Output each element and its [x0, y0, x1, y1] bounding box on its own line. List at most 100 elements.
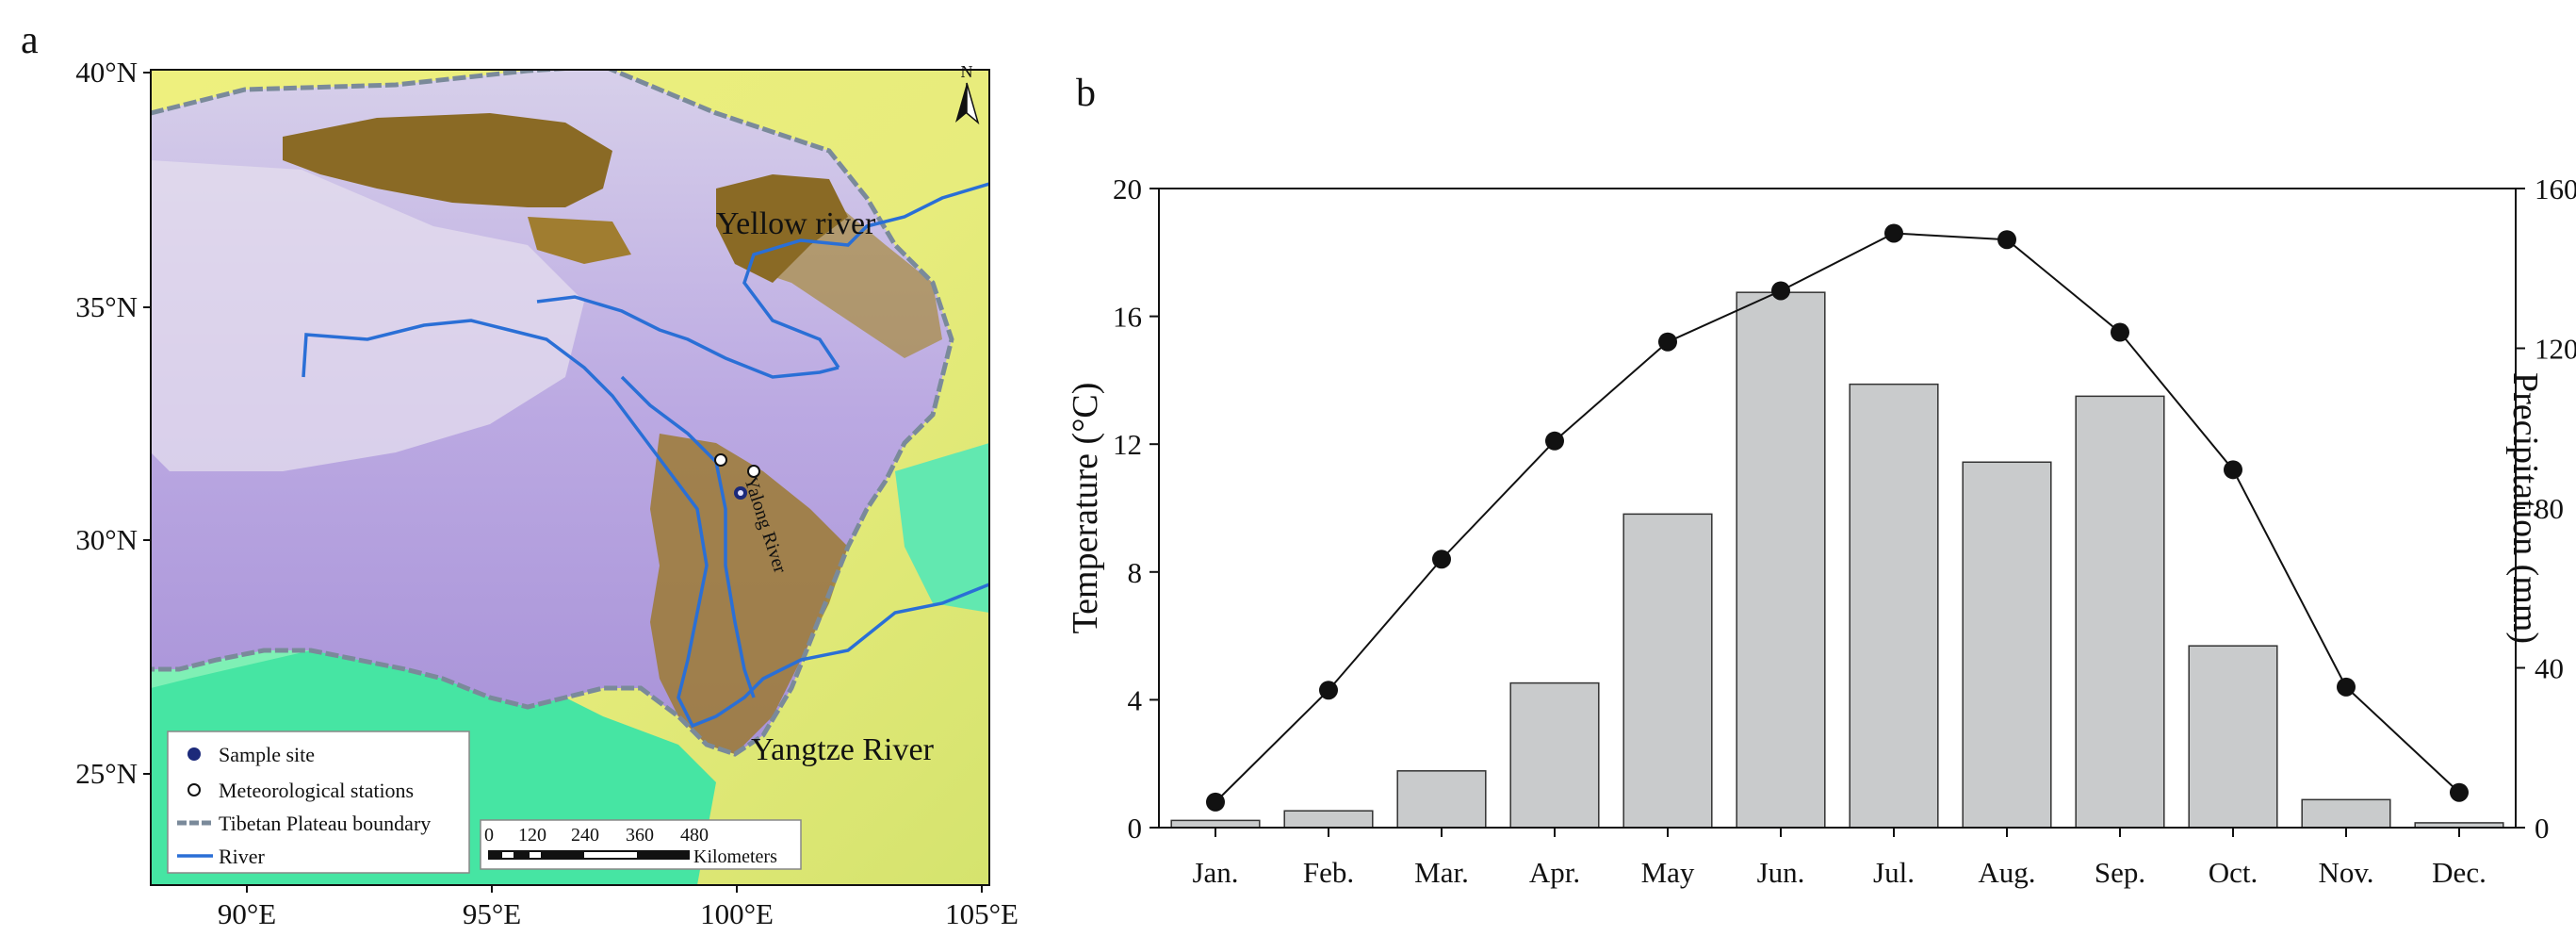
x-tick-label: Jul.: [1873, 856, 1915, 889]
y-right-tick-label: 80: [2535, 492, 2564, 525]
lat-label-35: 35°N: [75, 290, 138, 323]
north-arrow-icon: N: [955, 62, 980, 125]
precip-bar-jan: [1170, 819, 1261, 829]
desert-basin-west: [528, 217, 631, 264]
panel-b-letter: b: [1076, 72, 1096, 115]
x-tick-label: Jan.: [1192, 856, 1238, 889]
temp-point-nov: [2337, 677, 2356, 697]
legend-stations: Meteorological stations: [187, 779, 414, 802]
temp-point-feb: [1319, 681, 1338, 700]
map-legend: Sample site Meteorological stations Tibe…: [167, 731, 470, 874]
temp-point-oct: [2224, 460, 2242, 480]
panel-a-map: a 40°N 35°N 30°N: [21, 19, 1018, 930]
lon-label-100: 100°E: [700, 897, 774, 930]
precip-bar-mar: [1396, 770, 1487, 829]
temp-point-aug: [1997, 230, 2016, 250]
y-left-tick-label: 16: [1113, 301, 1142, 334]
y-axis-left-title: Temperature (°C): [1066, 383, 1105, 634]
y-left-tick-label: 8: [1128, 556, 1143, 589]
x-tick-label: Mar.: [1414, 856, 1469, 889]
scale-tick-120: 120: [518, 825, 546, 846]
scale-tick-240: 240: [571, 825, 599, 846]
north-arrow-letter: N: [961, 62, 973, 81]
legend-boundary-label: Tibetan Plateau boundary: [219, 812, 431, 835]
scale-tick-360: 360: [626, 825, 654, 846]
legend-river-label: River: [219, 845, 266, 868]
desert-basin-east: [716, 174, 848, 283]
precip-bar-sep: [2075, 395, 2165, 829]
station-markers: [714, 453, 760, 478]
plateau-boundary: [151, 70, 954, 757]
y-right-tick-label: 0: [2535, 812, 2550, 845]
y-right-tick-label: 40: [2535, 652, 2564, 685]
plot-frame: [1158, 188, 2517, 829]
precip-bar-nov: [2301, 798, 2391, 829]
lat-labels: 40°N 35°N 30°N 25°N: [75, 56, 138, 790]
yellow-river: [536, 182, 989, 379]
temp-point-jun: [1771, 281, 1790, 301]
scale-bar: 0 120 240 360 480 Kilometers: [480, 819, 802, 870]
lat-label-30: 30°N: [75, 523, 138, 556]
temperature-line: [1215, 232, 2460, 803]
y-left-tick-label: 20: [1113, 172, 1142, 205]
chart-axes: 0 4 8 12 16 20 0 40 80 120 160 Jan. Feb. Mar. Apr. May J…: [1113, 172, 2576, 889]
map-ticks: [143, 72, 983, 893]
y-left-tick-label: 4: [1128, 683, 1143, 716]
x-tick-label: Aug.: [1978, 856, 2035, 889]
lowland-east: [895, 443, 989, 613]
legend-sample-site-label: Sample site: [219, 743, 315, 766]
plateau-highland: [151, 160, 584, 471]
y-right-tick-label: 120: [2535, 333, 2576, 366]
y-left-tick-label: 0: [1128, 812, 1143, 845]
temp-point-sep: [2111, 322, 2129, 342]
precip-bar-may: [1622, 513, 1713, 829]
legend-stations-label: Meteorological stations: [219, 779, 414, 802]
x-tick-label: Sep.: [2095, 856, 2145, 889]
legend-sample-site: Sample site: [187, 743, 315, 766]
precip-bar-oct: [2188, 645, 2278, 829]
y-axis-right-title-text: Precipitation (mm): [2505, 371, 2545, 645]
temp-point-jan: [1206, 792, 1225, 812]
x-tick-label: Oct.: [2209, 856, 2258, 889]
y-left-tick-label: 12: [1113, 428, 1142, 461]
temp-point-jul: [1884, 223, 1903, 243]
lat-label-40: 40°N: [75, 56, 138, 89]
temp-point-mar: [1432, 550, 1451, 569]
legend-river: River: [177, 845, 266, 868]
precip-bar-apr: [1509, 681, 1600, 829]
scale-unit: Kilometers: [693, 846, 777, 867]
map-frame: [150, 69, 990, 886]
sample-site-marker: [734, 486, 747, 500]
precip-bar-jul: [1849, 383, 1939, 829]
x-tick-label: Apr.: [1529, 856, 1580, 889]
lon-label-95: 95°E: [463, 897, 521, 930]
scale-tick-480: 480: [680, 825, 709, 846]
panel-a-letter: a: [21, 19, 39, 62]
temp-point-may: [1658, 332, 1677, 352]
scale-tick-0: 0: [484, 825, 494, 846]
temp-point-apr: [1545, 431, 1564, 451]
x-tick-label: May: [1641, 856, 1695, 889]
precipitation-bars: [1170, 291, 2504, 829]
x-tick-label: Feb.: [1303, 856, 1354, 889]
lat-label-25: 25°N: [75, 757, 138, 790]
x-tick-label: Jun.: [1757, 856, 1805, 889]
x-tick-label: Nov.: [2318, 856, 2373, 889]
yangtze-river: [302, 319, 989, 729]
temp-point-dec: [2450, 782, 2469, 802]
y-right-tick-label: 160: [2535, 172, 2576, 205]
lon-label-90: 90°E: [218, 897, 276, 930]
yellow-river-label: Yellow river: [716, 206, 876, 241]
lon-labels: 90°E 95°E 100°E 105°E: [218, 897, 1018, 930]
precip-bar-aug: [1962, 461, 2052, 829]
precip-bar-jun: [1736, 291, 1826, 829]
lon-label-105: 105°E: [945, 897, 1018, 930]
legend-boundary: Tibetan Plateau boundary: [177, 812, 431, 835]
precip-bar-feb: [1283, 810, 1374, 829]
rivers: [302, 182, 989, 729]
yalong-river: [620, 375, 756, 698]
desert-basin-main: [283, 113, 612, 207]
temperature-series: [1206, 223, 2469, 812]
panel-b-chart: b 0 4 8 12 16 20 0 40 80 120 160 Jan. Feb. Mar. Apr. Ma…: [1066, 72, 2576, 889]
x-tick-label: Dec.: [2432, 856, 2486, 889]
